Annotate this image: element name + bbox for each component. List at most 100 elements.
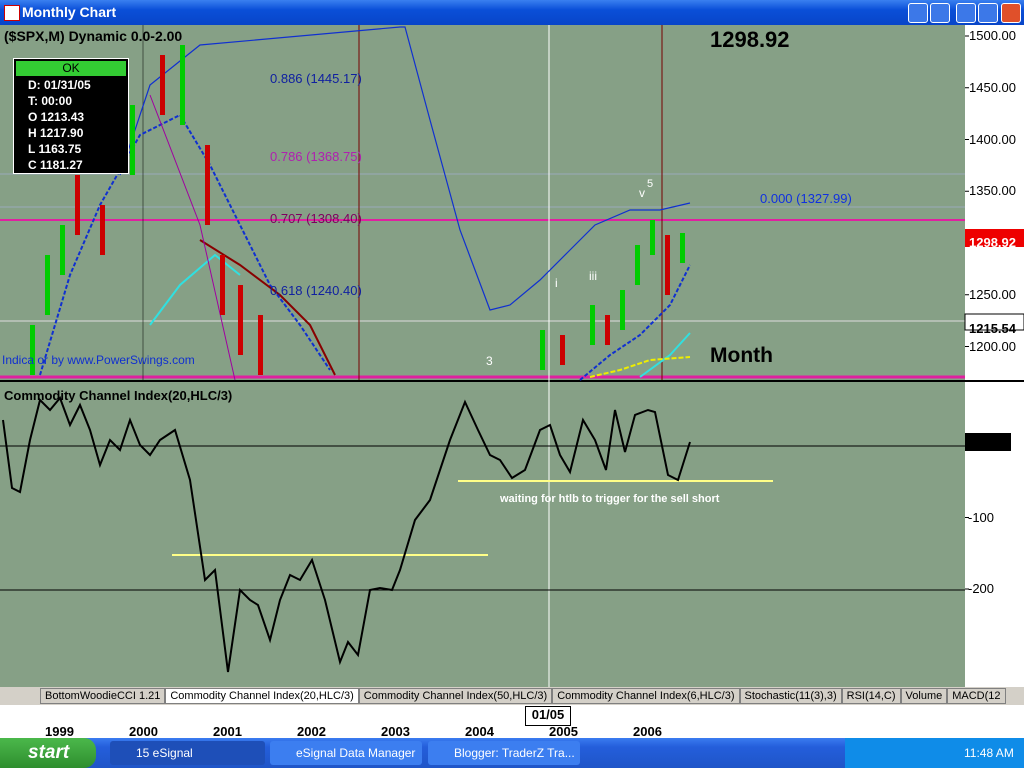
value-tag-box — [965, 433, 1011, 451]
button[interactable] — [978, 3, 998, 23]
moving-average — [589, 356, 691, 378]
candles — [30, 45, 685, 375]
wave-label: iii — [589, 269, 597, 283]
y-tick-label: 1250.00 — [969, 286, 1016, 302]
tab[interactable]: MACD(12 — [947, 688, 1006, 704]
x-tick-label: 2000 — [129, 724, 158, 739]
cci-title: Commodity Channel Index(20,HLC/3) — [4, 388, 233, 403]
big-price: 1298.92 — [710, 27, 790, 52]
tab-strip: BottomWoodieCCI 1.21 Commodity Channel In… — [0, 688, 1006, 704]
wave-label: 3 — [486, 354, 493, 368]
close-button[interactable] — [1001, 3, 1021, 23]
candle — [160, 55, 165, 115]
candle — [60, 225, 65, 275]
moving-average — [199, 239, 336, 376]
tab[interactable]: Commodity Channel Index(20,HLC/3) — [165, 688, 359, 704]
x-tick-label: 2001 — [213, 724, 242, 739]
candle — [620, 290, 625, 330]
tab[interactable]: BottomWoodieCCI 1.21 — [40, 688, 166, 704]
period-label: Month — [710, 344, 773, 367]
tab[interactable]: RSI(14,C) — [841, 688, 901, 704]
y-tick-label: 1500.00 — [969, 28, 1016, 43]
candle — [605, 315, 610, 345]
y-tick-label: 0 — [968, 438, 976, 453]
moving-average — [39, 113, 331, 376]
chart-panes — [0, 25, 1024, 687]
annotation: waiting for htlb to trigger for the sell… — [500, 493, 720, 505]
x-tick-label: 2006 — [633, 724, 662, 739]
window-icon — [4, 5, 20, 21]
fib-label: 0.707 (1308.40) — [270, 211, 362, 226]
fib-label: 0.000 (1327.99) — [760, 191, 852, 206]
y-tick-label: 1450.00 — [969, 79, 1016, 95]
tab[interactable]: Stochastic(11(3),3) — [739, 688, 842, 704]
candle — [650, 220, 655, 255]
title-bar — [0, 0, 1024, 25]
value-tag: 106.13 — [967, 361, 1007, 377]
candle — [205, 145, 210, 225]
candle — [560, 335, 565, 365]
candle — [635, 245, 640, 285]
price-tag: 1215.54 — [969, 321, 1016, 337]
tab[interactable]: Commodity Channel Index(50,HLC/3) — [358, 688, 553, 704]
info-line: H 1217.90 — [28, 126, 84, 140]
y-tick-label: 1200.00 — [969, 338, 1016, 354]
moving-average — [149, 253, 241, 326]
tab[interactable]: Commodity Channel Index(6,HLC/3) — [552, 688, 740, 704]
x-tick-label: 1999 — [45, 724, 74, 739]
cursor-date: 01/05 — [525, 706, 571, 726]
window-title: Monthly Chart — [22, 4, 117, 20]
candle — [30, 325, 35, 375]
price-tag: 1298.92 — [969, 235, 1016, 251]
wave-label: 5 — [647, 178, 654, 190]
cci-pane — [0, 382, 965, 687]
trend-line — [149, 94, 236, 381]
info-line: L 1163.75 — [28, 142, 82, 156]
axis-panel — [965, 25, 1024, 687]
candle — [100, 205, 105, 255]
cci-line — [2, 396, 691, 673]
button[interactable] — [908, 3, 928, 23]
x-tick-label: 2005 — [549, 724, 578, 739]
info-box: OK D: 01/31/05 T: 00:00 O 1213.43 H 1217.90… — [13, 58, 129, 174]
y-tick-label: -100 — [968, 509, 995, 525]
y-tick-label: -200 — [968, 581, 995, 596]
button[interactable] — [956, 3, 976, 23]
price-tag-box — [965, 229, 1024, 247]
candle — [540, 330, 545, 370]
bollinger-band — [119, 26, 691, 311]
info-line: C 1181.27 — [28, 158, 83, 172]
start-button[interactable]: start — [0, 738, 96, 768]
y-tick-label: 1400.00 — [969, 131, 1016, 147]
moving-average — [579, 264, 691, 381]
candle — [258, 315, 263, 375]
fib-label: 0.618 (1240.40) — [270, 283, 362, 298]
candle — [680, 233, 685, 263]
wave-label: i — [555, 276, 558, 290]
system-tray — [845, 738, 1024, 768]
info-line: D: 01/31/05 — [28, 78, 91, 92]
info-line: T: 00:00 — [28, 94, 73, 108]
candle — [45, 255, 50, 315]
candle — [590, 305, 595, 345]
candle — [180, 45, 185, 125]
symbol-label: ($SPX,M) Dynamic 0.0-2.00 — [4, 28, 183, 44]
fib-label: 0.886 (1445.17) — [270, 71, 362, 86]
taskbar-item[interactable]: 15 eSignal — [110, 741, 265, 765]
candle — [220, 255, 225, 315]
moving-average — [639, 332, 691, 378]
candle — [238, 285, 243, 355]
taskbar-item[interactable]: Blogger: TraderZ Tra... — [428, 741, 580, 765]
taskbar-item[interactable]: eSignal Data Manager — [270, 741, 422, 765]
ok-button[interactable]: OK — [16, 61, 126, 76]
window-buttons — [908, 3, 1022, 23]
tab[interactable]: Volume — [900, 688, 948, 704]
button[interactable] — [930, 3, 950, 23]
credit: Indica or by www.PowerSwings.com — [2, 353, 195, 367]
wave-label: v — [639, 186, 645, 200]
fib-label: 0.786 (1368.75) — [270, 149, 362, 164]
x-axis — [0, 705, 1024, 738]
x-tick-label: 2002 — [297, 724, 326, 739]
clock: 11:48 AM — [964, 746, 1014, 760]
